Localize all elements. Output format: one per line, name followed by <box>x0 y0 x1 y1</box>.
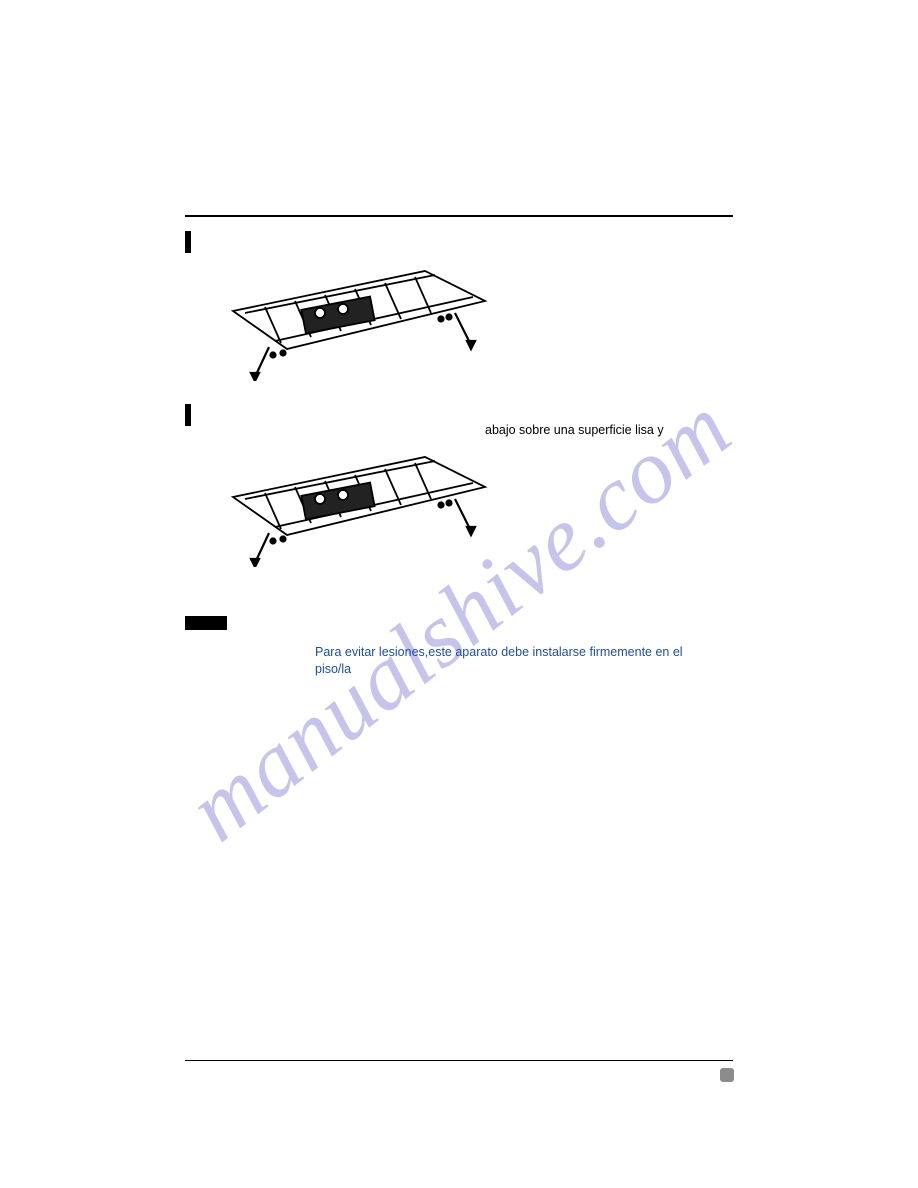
notice-marker <box>185 616 227 630</box>
step-1 <box>185 231 733 253</box>
page-number-badge <box>720 1068 734 1082</box>
notice-text-fragment: Para evitar lesiones,este aparato debe i… <box>315 644 715 678</box>
step-2-marker <box>185 404 191 426</box>
step-1-marker <box>185 231 191 253</box>
diagram-2 <box>225 449 733 572</box>
step-2-text-fragment: abajo sobre una superficie lisa y <box>485 422 725 439</box>
bottom-rule <box>185 1060 733 1061</box>
step-2: abajo sobre una superficie lisa y <box>185 404 733 439</box>
top-rule <box>185 215 733 217</box>
diagram-1 <box>225 263 733 386</box>
content-area: abajo sobre una superficie lisa y <box>185 215 733 678</box>
